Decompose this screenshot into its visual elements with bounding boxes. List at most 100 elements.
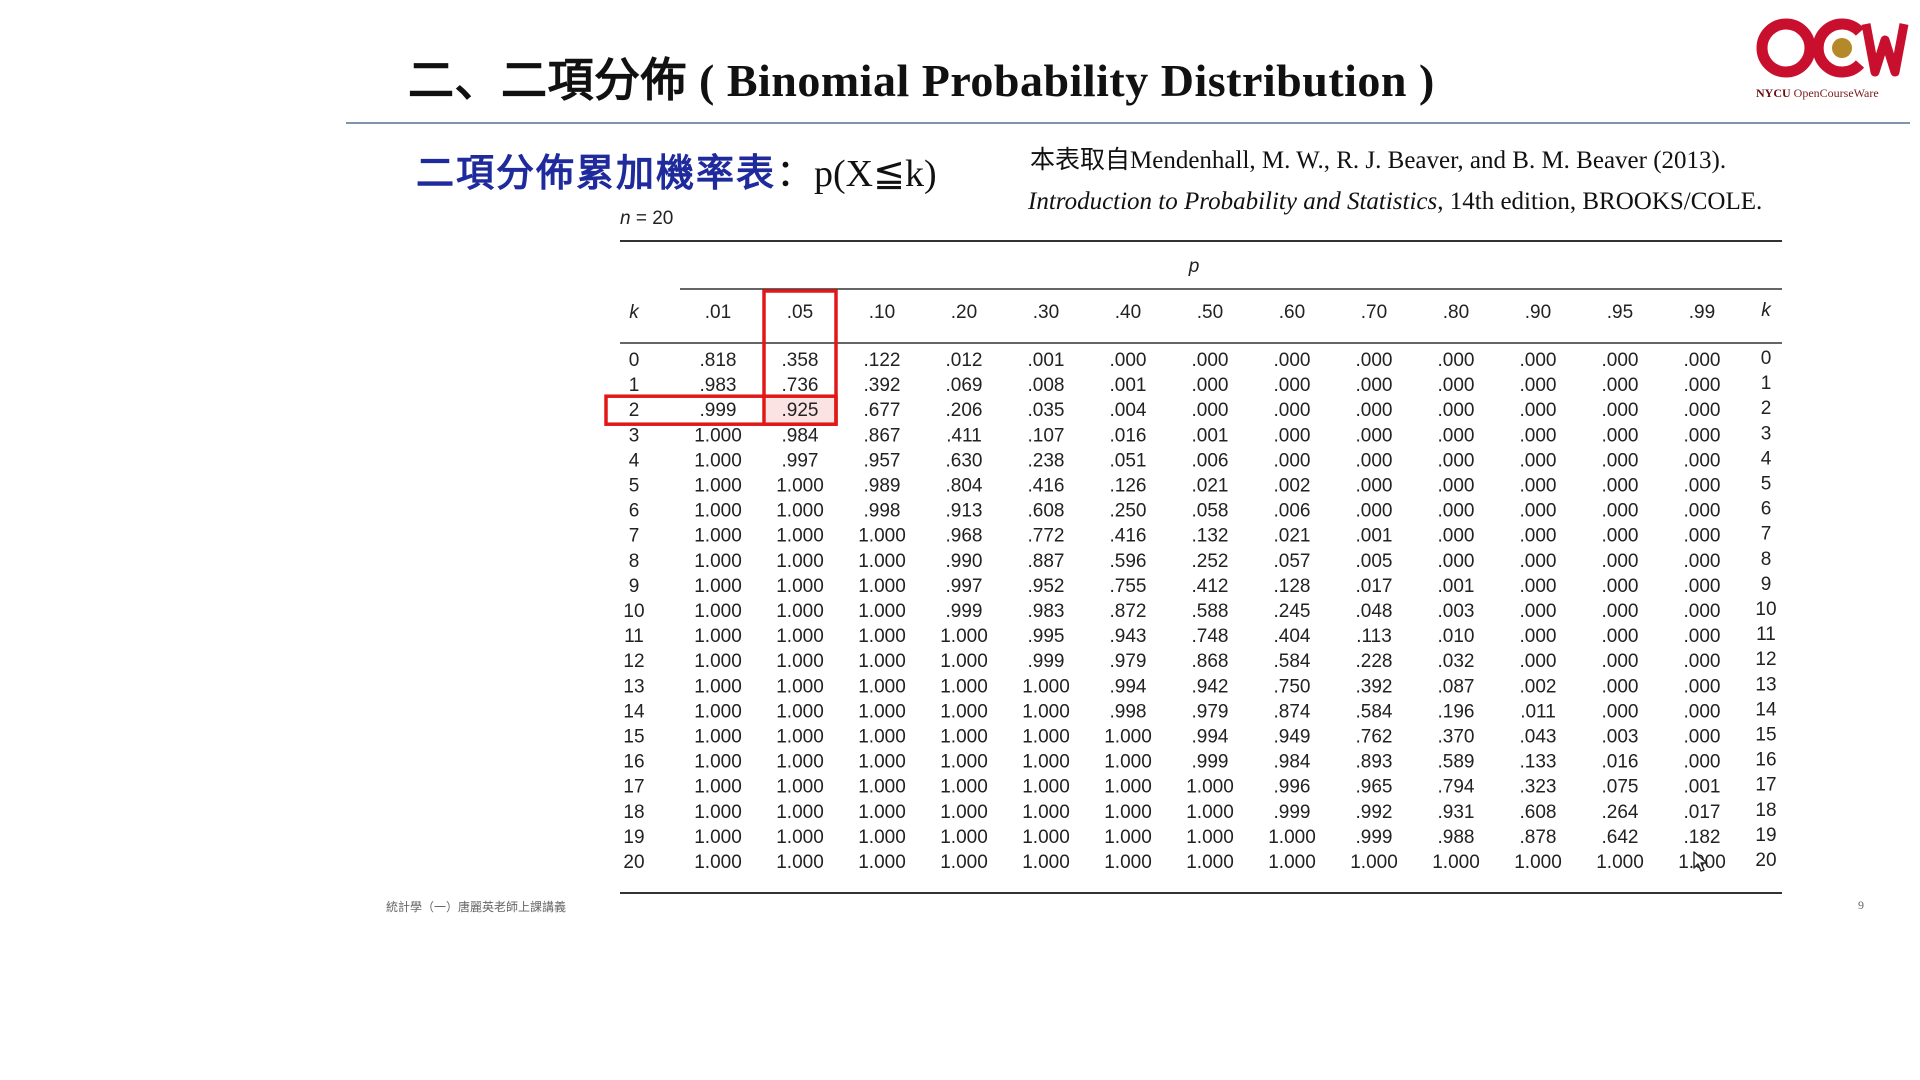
highlight-row-box bbox=[604, 394, 838, 426]
table-cell: .238 bbox=[1028, 450, 1065, 471]
table-cell: .000 bbox=[1274, 400, 1311, 421]
table-cell: 1.000 bbox=[776, 676, 824, 697]
table-cell: 1.000 bbox=[694, 802, 742, 823]
table-cell: .000 bbox=[1684, 752, 1721, 773]
row-k-left: 11 bbox=[624, 626, 644, 647]
row-k-left: 5 bbox=[629, 476, 640, 497]
column-header: .90 bbox=[1525, 302, 1551, 323]
table-cell: 1.000 bbox=[858, 752, 906, 773]
row-k-left: 0 bbox=[629, 350, 640, 371]
table-cell: .000 bbox=[1520, 476, 1557, 497]
table-cell: 1.000 bbox=[940, 727, 988, 748]
table-cell: 1.000 bbox=[694, 526, 742, 547]
table-cell: .000 bbox=[1684, 476, 1721, 497]
table-cell: .755 bbox=[1110, 576, 1147, 597]
table-cell: .000 bbox=[1684, 676, 1721, 697]
table-cell: 1.000 bbox=[776, 701, 824, 722]
table-cell: .893 bbox=[1356, 752, 1393, 773]
table-cell: .000 bbox=[1602, 350, 1639, 371]
table-cell: .000 bbox=[1356, 501, 1393, 522]
table-cell: .874 bbox=[1274, 701, 1311, 722]
table-cell: .000 bbox=[1684, 501, 1721, 522]
table-cell: 1.000 bbox=[858, 852, 906, 873]
table-cell: .989 bbox=[864, 476, 901, 497]
table-cell: 1.000 bbox=[858, 827, 906, 848]
row-k-right: 15 bbox=[1755, 725, 1776, 746]
table-cell: .250 bbox=[1110, 501, 1147, 522]
table-cell: .416 bbox=[1028, 476, 1065, 497]
table-cell: .087 bbox=[1438, 676, 1475, 697]
table-cell: .642 bbox=[1602, 827, 1639, 848]
row-k-left: 16 bbox=[623, 752, 644, 773]
row-k-left: 20 bbox=[623, 852, 644, 873]
table-cell: .994 bbox=[1110, 676, 1147, 697]
table-cell: 1.000 bbox=[940, 701, 988, 722]
table-cell: .003 bbox=[1438, 601, 1475, 622]
table-cell: 1.000 bbox=[694, 501, 742, 522]
table-cell: .630 bbox=[946, 450, 983, 471]
table-cell: 1.000 bbox=[694, 576, 742, 597]
table-cell: 1.000 bbox=[776, 601, 824, 622]
row-k-left: 14 bbox=[623, 701, 645, 722]
table-cell: .075 bbox=[1602, 777, 1639, 798]
table-cell: .000 bbox=[1684, 450, 1721, 471]
row-k-left: 13 bbox=[623, 676, 644, 697]
table-cell: .182 bbox=[1684, 827, 1721, 848]
table-cell: .949 bbox=[1274, 727, 1311, 748]
table-cell: .000 bbox=[1602, 501, 1639, 522]
table-cell: .589 bbox=[1438, 752, 1475, 773]
table-cell: .000 bbox=[1520, 425, 1557, 446]
table-cell: .000 bbox=[1438, 425, 1475, 446]
column-header: .60 bbox=[1279, 302, 1305, 323]
table-cell: 1.000 bbox=[776, 651, 824, 672]
table-cell: 1.000 bbox=[1104, 802, 1152, 823]
table-cell: .584 bbox=[1274, 651, 1311, 672]
table-cell: .411 bbox=[946, 425, 982, 446]
table-cell: .818 bbox=[700, 350, 737, 371]
row-k-right: 10 bbox=[1755, 599, 1776, 620]
table-cell: .245 bbox=[1274, 601, 1311, 622]
table-cell: .001 bbox=[1110, 375, 1147, 396]
table-cell: 1.000 bbox=[940, 827, 988, 848]
table-cell: 1.000 bbox=[776, 802, 824, 823]
table-cell: .804 bbox=[946, 476, 983, 497]
table-cell: .000 bbox=[1684, 651, 1721, 672]
table-cell: 1.000 bbox=[858, 676, 906, 697]
table-cell: .043 bbox=[1520, 727, 1557, 748]
row-k-right: 11 bbox=[1756, 624, 1776, 645]
table-cell: 1.000 bbox=[940, 752, 988, 773]
table-cell: .750 bbox=[1274, 676, 1311, 697]
table-cell: 1.000 bbox=[1186, 777, 1234, 798]
table-cell: 1.000 bbox=[1186, 852, 1234, 873]
table-cell: .000 bbox=[1438, 501, 1475, 522]
row-k-right: 3 bbox=[1761, 423, 1772, 444]
table-cell: .979 bbox=[1192, 701, 1229, 722]
table-cell: .984 bbox=[1274, 752, 1311, 773]
k-header-left: k bbox=[629, 302, 640, 323]
table-cell: .968 bbox=[946, 526, 983, 547]
table-cell: 1.000 bbox=[1022, 827, 1070, 848]
row-k-right: 9 bbox=[1761, 574, 1772, 595]
table-cell: 1.000 bbox=[1022, 676, 1070, 697]
slide-title: 二、二項分佈 ( Binomial Probability Distributi… bbox=[408, 55, 1435, 106]
table-cell: 1.000 bbox=[1186, 802, 1234, 823]
row-k-right: 12 bbox=[1755, 649, 1776, 670]
title-divider bbox=[346, 122, 1910, 124]
table-cell: 1.000 bbox=[694, 727, 742, 748]
table-cell: .000 bbox=[1602, 701, 1639, 722]
table-cell: .000 bbox=[1602, 526, 1639, 547]
table-cell: .000 bbox=[1602, 375, 1639, 396]
table-cell: .012 bbox=[946, 350, 983, 371]
column-header: .01 bbox=[705, 302, 731, 323]
table-subtitle: 二項分佈累加機率表：p(X≦k) bbox=[416, 150, 937, 195]
table-cell: 1.000 bbox=[694, 476, 742, 497]
table-cell: .264 bbox=[1602, 802, 1639, 823]
table-cell: .122 bbox=[864, 350, 901, 371]
table-cell: .999 bbox=[1192, 752, 1229, 773]
row-k-right: 1 bbox=[1761, 373, 1772, 394]
table-cell: .001 bbox=[1356, 526, 1393, 547]
table-cell: .006 bbox=[1192, 450, 1229, 471]
table-cell: .000 bbox=[1520, 651, 1557, 672]
table-cell: .358 bbox=[782, 350, 819, 371]
table-cell: 1.000 bbox=[940, 626, 988, 647]
